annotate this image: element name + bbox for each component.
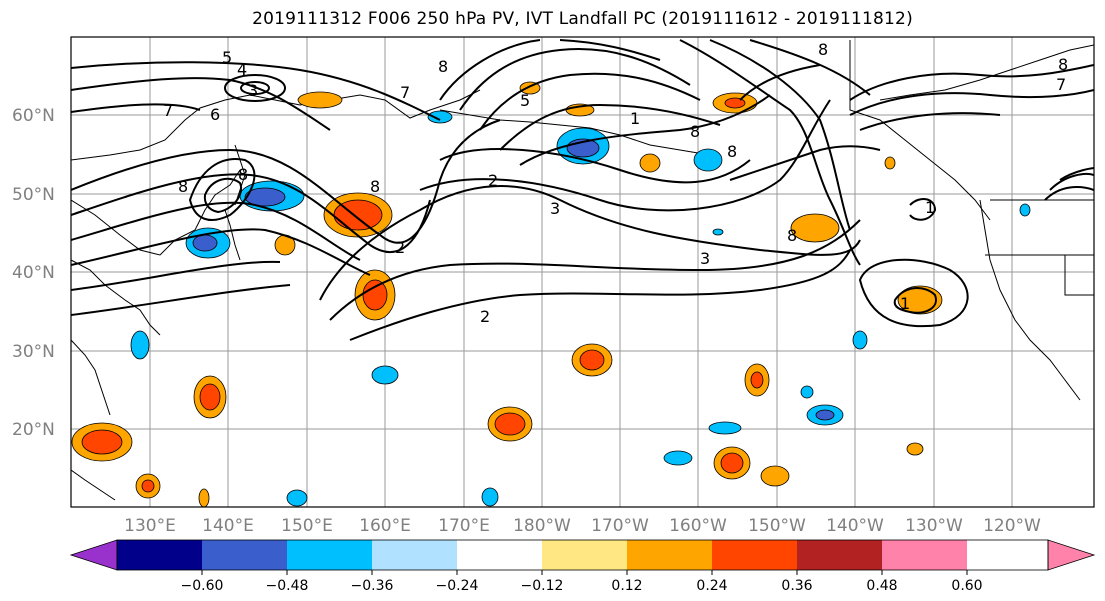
contour-label: 8 [238, 165, 248, 184]
pv-contours [71, 39, 1094, 341]
lon-label: 120°W [983, 516, 1041, 536]
lat-label: 20°N [12, 420, 55, 440]
contour-label: 8 [1058, 55, 1068, 74]
colorbar-tick-label: −0.24 [436, 578, 479, 594]
lat-label: 50°N [12, 185, 55, 205]
contour-label: 5 [520, 91, 530, 110]
contour-label: 2 [488, 171, 498, 190]
colorbar-tick-label: 0.36 [781, 578, 812, 594]
colorbar-tick-label: 0.48 [866, 578, 897, 594]
colorbar-tick-label: −0.12 [521, 578, 564, 594]
lon-label: 170°W [591, 516, 649, 536]
colorbar-segment [117, 540, 202, 570]
colorbar-segment [287, 540, 372, 570]
map-title: 2019111312 F006 250 hPa PV, IVT Landfall… [252, 9, 913, 29]
map-border [70, 36, 1095, 508]
colorbar-tick-label: 0.24 [696, 578, 727, 594]
colorbar-tick-label: −0.36 [351, 578, 394, 594]
colorbar-segment [627, 540, 712, 570]
lon-label: 140°E [202, 516, 254, 536]
contour-label: 1 [630, 109, 640, 128]
lon-label: 170°E [438, 516, 490, 536]
colorbar-extend-min [69, 539, 118, 571]
contour-label: 8 [727, 142, 737, 161]
colorbar-tick-label: −0.48 [266, 578, 309, 594]
contour-label: 8 [438, 57, 448, 76]
colorbar-segment [797, 540, 882, 570]
contour-label: 3 [550, 199, 560, 218]
colorbar: −0.60 −0.48 −0.36 −0.24 −0.12 0.12 0.24 … [69, 539, 1096, 594]
pv-positive-anomalies [71, 81, 943, 507]
lat-label: 40°N [12, 263, 55, 283]
contour-label: 8 [370, 177, 380, 196]
contour-label: 7 [400, 83, 410, 102]
colorbar-extend-max [1047, 539, 1096, 571]
contour-label: 4 [237, 60, 247, 79]
lon-label: 150°E [281, 516, 333, 536]
contour-label: 3 [700, 249, 710, 268]
colorbar-segment [712, 540, 797, 570]
colorbar-segment [882, 540, 967, 570]
contour-label: 8 [787, 226, 797, 245]
contour-label: 2 [395, 238, 405, 257]
lon-label: 160°W [669, 516, 727, 536]
contour-label: 8 [178, 177, 188, 196]
colorbar-segment [202, 540, 287, 570]
colorbar-ticks [201, 570, 968, 575]
colorbar-segment [372, 540, 457, 570]
latitude-labels: 60°N 50°N 40°N 30°N 20°N [12, 106, 55, 440]
contour-label: 7 [163, 101, 173, 120]
lon-label: 180°W [513, 516, 571, 536]
lon-label: 130°W [905, 516, 963, 536]
contour-label: 1 [900, 294, 910, 313]
lon-label: 130°E [124, 516, 176, 536]
contour-labels: 5 4 3 7 6 8 8 8 7 8 2 3 1 8 8 2 3 1 7 8 … [163, 40, 1068, 326]
lon-label: 160°E [359, 516, 411, 536]
pv-negative-anomalies [130, 110, 1031, 507]
contour-label: 1 [925, 198, 935, 217]
contour-label: 2 [480, 307, 490, 326]
lon-label: 140°W [826, 516, 884, 536]
lat-label: 30°N [12, 342, 55, 362]
colorbar-outline [116, 539, 1049, 571]
colorbar-tick-label: 0.60 [951, 578, 982, 594]
colorbar-tick-label: 0.12 [611, 578, 642, 594]
colorbar-tick-label: −0.60 [181, 578, 224, 594]
longitude-labels: 130°E 140°E 150°E 160°E 170°E 180°W 170°… [124, 516, 1041, 536]
contour-label: 8 [818, 40, 828, 59]
colorbar-segment [457, 540, 542, 570]
colorbar-segment [542, 540, 627, 570]
contour-label: 3 [248, 81, 258, 100]
lat-label: 60°N [12, 106, 55, 126]
contour-label: 8 [690, 122, 700, 141]
contour-label: 5 [222, 48, 232, 67]
lon-label: 150°W [748, 516, 806, 536]
contour-label: 6 [210, 105, 220, 124]
contour-label: 7 [1056, 75, 1066, 94]
